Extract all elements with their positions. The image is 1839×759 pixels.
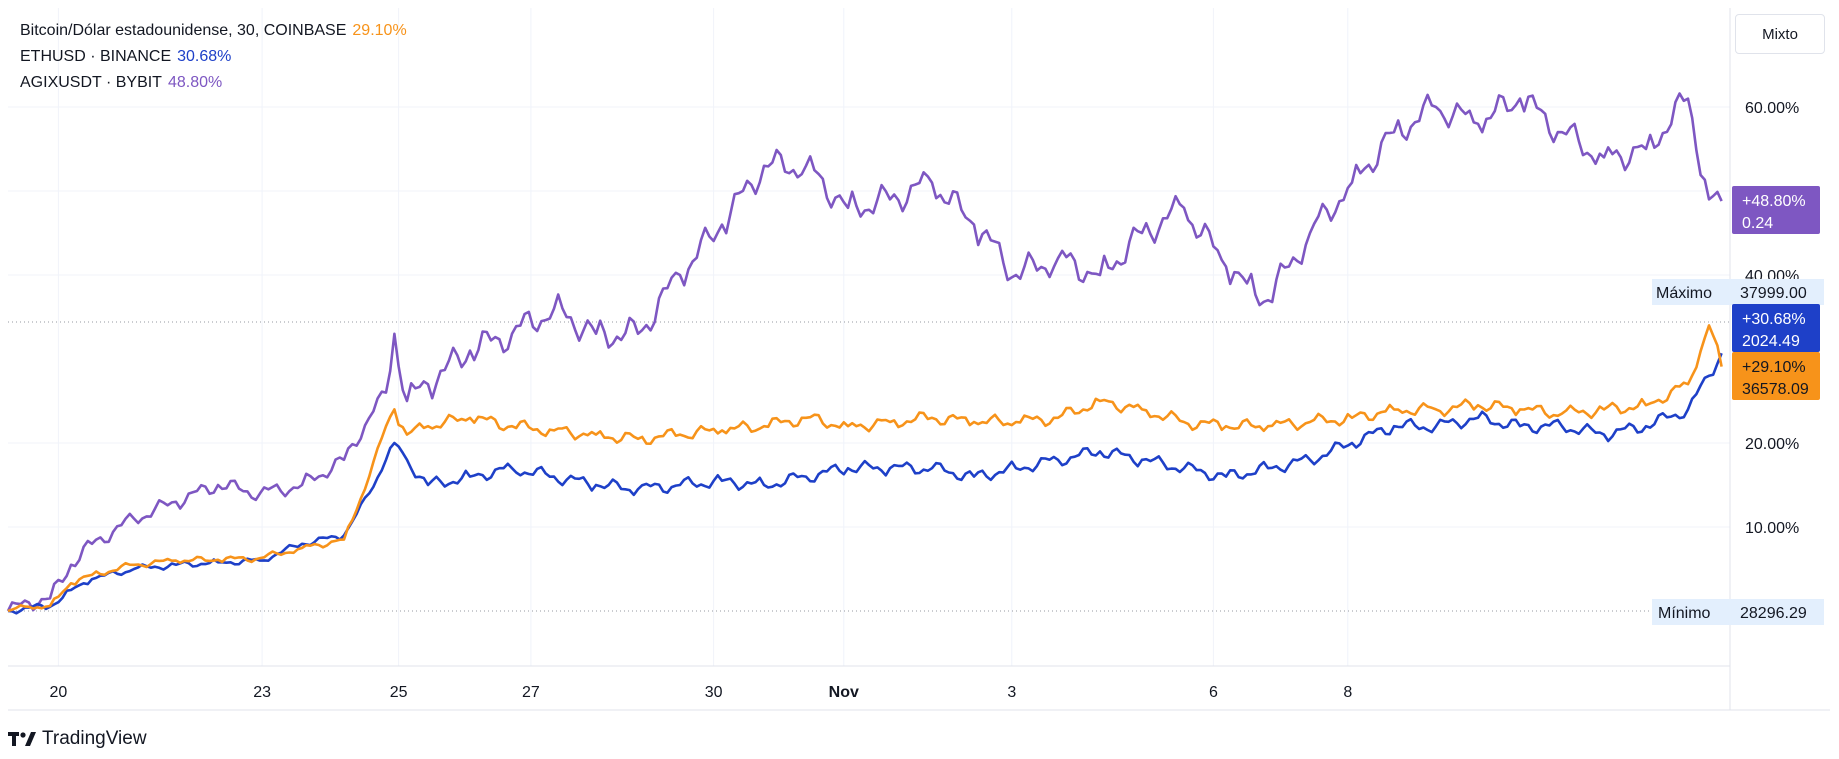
x-tick-label: 8 (1343, 684, 1352, 701)
tradingview-logo-icon (8, 732, 36, 746)
last-value-price: 0.24 (1742, 215, 1773, 232)
x-tick-label: 25 (390, 684, 408, 701)
last-value-percent: +30.68% (1742, 311, 1806, 328)
y-tick-label: 20.00% (1745, 436, 1799, 453)
chart-legend: Bitcoin/Dólar estadounidense, 30, COINBA… (20, 18, 407, 96)
max-marker-label: Máximo (1656, 285, 1712, 302)
last-value-labels: +48.80% 0.24 +30.68% 2024.49 +29.10% 36578.09 (1732, 186, 1820, 400)
min-marker-label: Mínimo (1658, 605, 1711, 622)
x-tick-label: 3 (1007, 684, 1016, 701)
x-tick-label: 30 (705, 684, 723, 701)
last-value-box (1732, 186, 1820, 234)
legend-label: AGIXUSDT · BYBIT (20, 74, 162, 91)
legend-value: 48.80% (167, 74, 223, 91)
chart-grid (8, 8, 1730, 666)
last-value-box (1732, 304, 1820, 352)
last-value-percent: +48.80% (1742, 193, 1806, 210)
series-line (7, 324, 1723, 613)
legend-item-btc[interactable]: Bitcoin/Dólar estadounidense, 30, COINBA… (20, 18, 407, 44)
legend-item-agix[interactable]: AGIXUSDT · BYBIT 48.80% (20, 70, 407, 96)
series-layer (6, 92, 1723, 615)
legend-label: Bitcoin/Dólar estadounidense, 30, COINBA… (20, 22, 347, 39)
x-tick-label: Nov (829, 684, 859, 701)
x-tick-label: 6 (1209, 684, 1218, 701)
y-tick-label: 10.00% (1745, 520, 1799, 537)
legend-item-eth[interactable]: ETHUSD · BINANCE 30.68% (20, 44, 407, 70)
legend-value: 30.68% (177, 48, 232, 65)
series-line (7, 352, 1723, 615)
x-tick-label: 20 (50, 684, 68, 701)
max-marker-value: 37999.00 (1740, 285, 1807, 302)
x-tick-label: 23 (253, 684, 271, 701)
last-value-percent: +29.10% (1742, 359, 1806, 376)
min-marker-bg (1652, 599, 1824, 625)
last-value-box (1732, 352, 1820, 400)
max-marker-bg (1652, 279, 1824, 305)
time-axis[interactable]: 20 23 25 27 30 Nov 3 6 8 (50, 684, 1353, 701)
brand-name: TradingView (42, 728, 147, 749)
min-marker-value: 28296.29 (1740, 605, 1807, 622)
last-value-price: 36578.09 (1742, 381, 1809, 398)
price-markers: Máximo 37999.00 Mínimo 28296.29 (1652, 279, 1824, 625)
legend-value: 29.10% (352, 22, 407, 39)
last-value-price: 2024.49 (1742, 333, 1800, 350)
y-tick-label: 60.00% (1745, 100, 1799, 117)
x-tick-label: 27 (522, 684, 540, 701)
scale-mode-button[interactable]: Mixto (1735, 14, 1825, 54)
legend-label: ETHUSD · BINANCE (20, 48, 172, 65)
brand-footer[interactable]: TradingView (8, 726, 147, 752)
series-line (6, 92, 1723, 612)
